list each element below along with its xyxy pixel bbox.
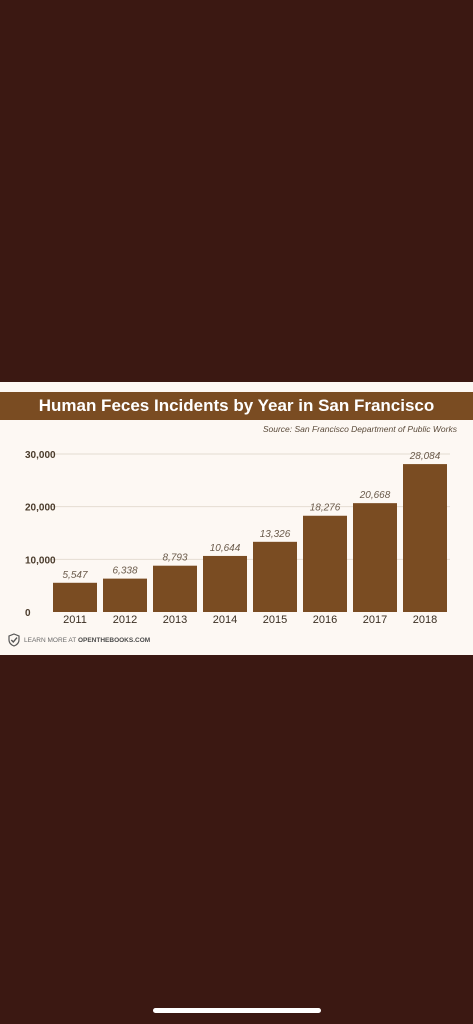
bar (53, 582, 97, 612)
y-tick-label: 30,000 (25, 450, 56, 461)
x-tick-label: 2016 (313, 614, 337, 626)
bar (353, 503, 397, 612)
chart-title: Human Feces Incidents by Year in San Fra… (0, 392, 473, 420)
y-tick-label: 20,000 (25, 503, 56, 514)
data-label: 5,547 (62, 570, 87, 581)
y-tick-label: 0 (25, 608, 31, 619)
data-label: 18,276 (310, 503, 341, 514)
x-tick-label: 2011 (63, 614, 87, 626)
bar (403, 464, 447, 612)
bar (153, 565, 197, 612)
bar (203, 555, 247, 612)
data-label: 20,668 (359, 490, 391, 501)
home-indicator[interactable] (153, 1008, 321, 1013)
x-tick-label: 2013 (163, 614, 187, 626)
footer-site-link[interactable]: OPENTHEBOOKS.COM (77, 636, 151, 644)
chart-card: Human Feces Incidents by Year in San Fra… (0, 382, 473, 655)
data-label: 8,793 (162, 553, 187, 564)
bar (103, 578, 147, 612)
data-label: 13,326 (260, 529, 291, 540)
chart-subtitle: Source: San Francisco Department of Publ… (262, 424, 457, 434)
x-tick-label: 2012 (113, 614, 137, 626)
data-label: 28,084 (409, 451, 441, 462)
footer[interactable]: LEARN MORE AT OPENTHEBOOKS.COM (7, 632, 150, 648)
footer-prefix: LEARN MORE AT (24, 636, 77, 644)
bar (253, 541, 297, 612)
check-shield-icon (8, 633, 20, 647)
footer-text[interactable]: LEARN MORE AT OPENTHEBOOKS.COM (24, 637, 150, 644)
data-label: 6,338 (112, 566, 137, 577)
x-tick-label: 2015 (263, 614, 287, 626)
x-tick-label: 2018 (413, 614, 437, 626)
x-tick-label: 2014 (213, 614, 237, 626)
x-tick-label: 2017 (363, 614, 387, 626)
bar (303, 515, 347, 612)
y-tick-label: 10,000 (25, 555, 56, 566)
data-label: 10,644 (210, 543, 241, 554)
bar-chart: 0 10,000 20,000 30,000 5,547 2011 6,338 2012 8,7… (25, 450, 450, 626)
